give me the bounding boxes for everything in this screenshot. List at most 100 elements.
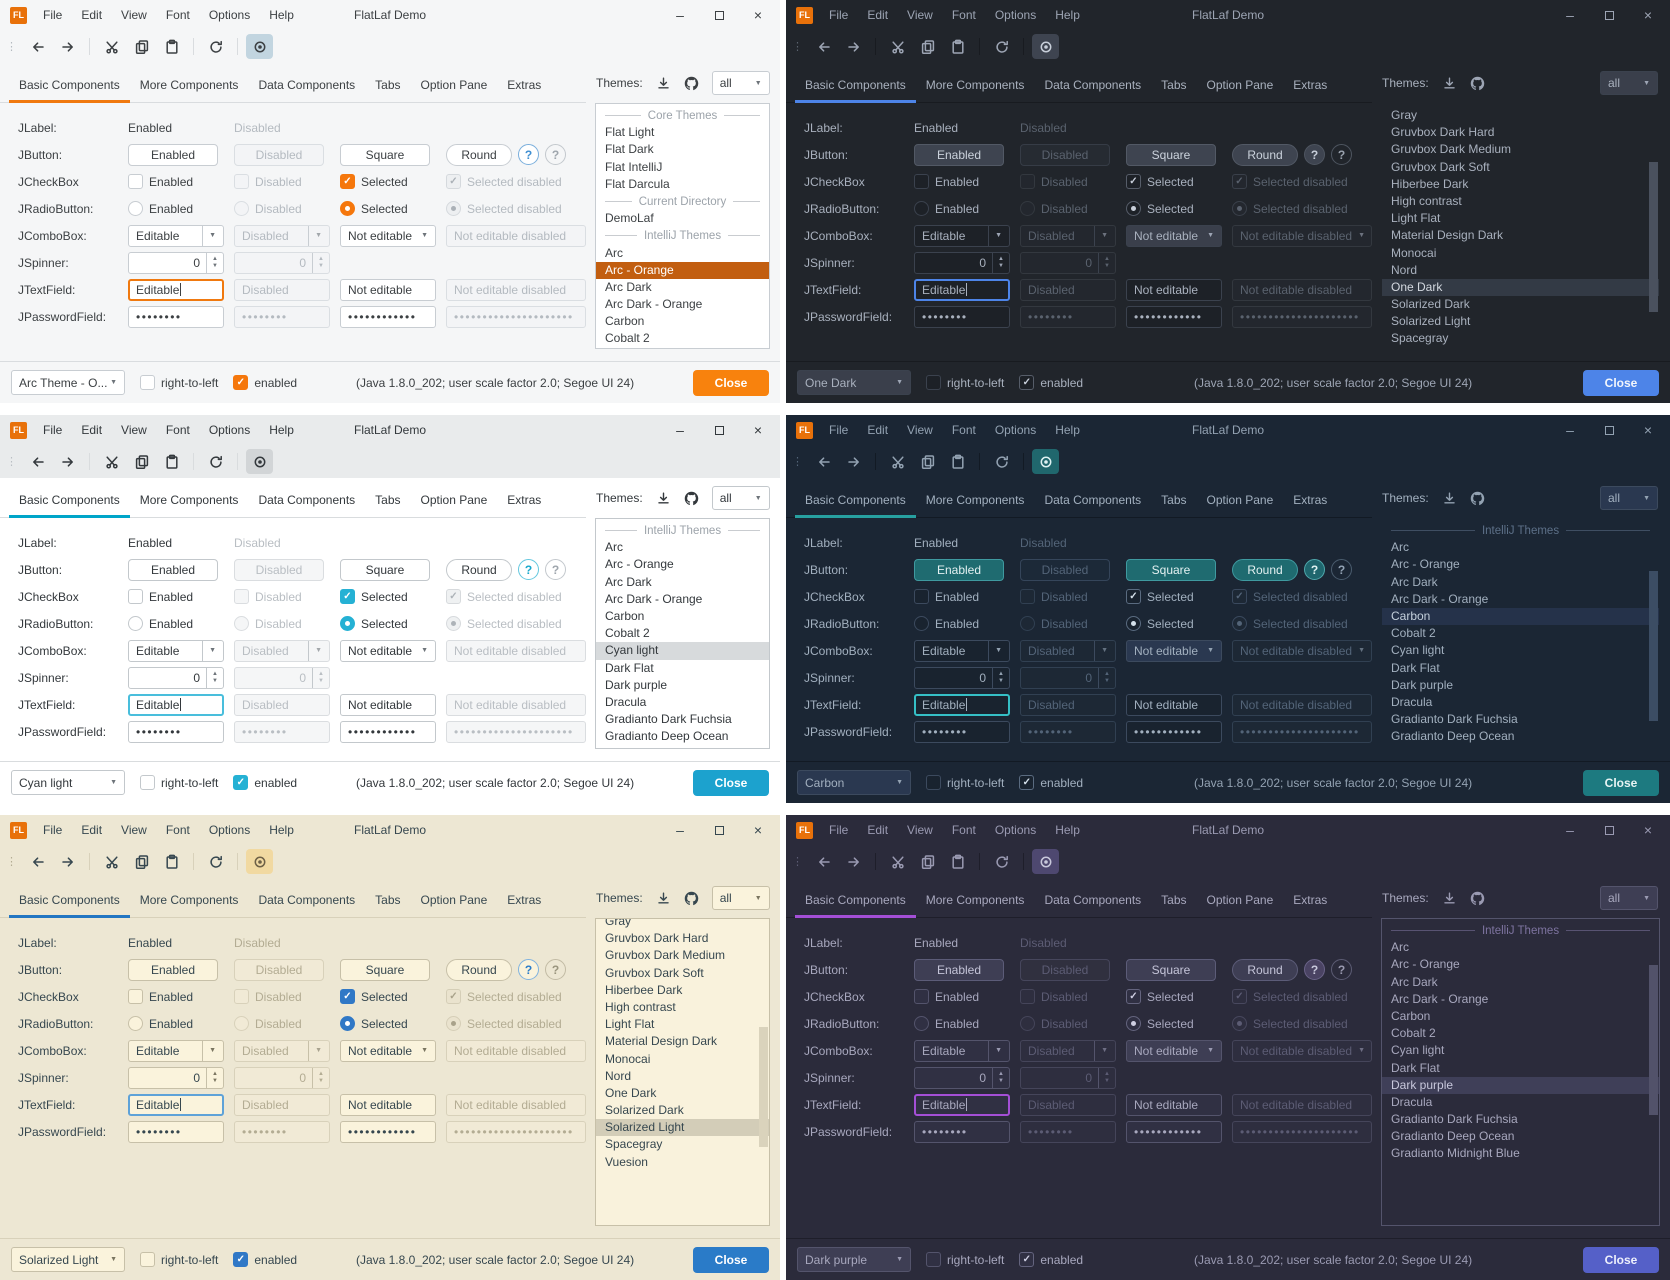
theme-list-item[interactable]: Cobalt 2 — [1391, 626, 1436, 641]
theme-list-item[interactable]: Nord — [605, 1068, 632, 1083]
tab-extras[interactable]: Extras — [507, 893, 542, 907]
refresh-button[interactable] — [202, 34, 229, 59]
checkbox[interactable]: Enabled — [128, 174, 193, 189]
theme-combobox[interactable]: One Dark ▼ — [797, 370, 911, 395]
theme-list-item[interactable]: Dracula — [1391, 1094, 1433, 1109]
enabled-checkbox[interactable]: ✓ enabled — [233, 775, 297, 790]
tab-data-components[interactable]: Data Components — [1044, 78, 1142, 92]
theme-list-item[interactable]: Arc Dark — [605, 279, 652, 294]
menu-item-file[interactable]: File — [829, 423, 849, 437]
enabled-checkbox[interactable]: ✓ enabled — [1019, 775, 1083, 790]
menu-item-help[interactable]: Help — [1055, 423, 1080, 437]
combobox[interactable]: Editable ▼ — [128, 1039, 224, 1062]
radio-button[interactable]: Enabled — [128, 1016, 193, 1031]
theme-list-item[interactable]: Cobalt 2 — [605, 331, 650, 346]
menu-item-edit[interactable]: Edit — [867, 823, 889, 837]
theme-combobox[interactable]: Carbon ▼ — [797, 770, 911, 795]
copy-button[interactable] — [128, 849, 155, 874]
paste-button[interactable] — [944, 449, 971, 474]
theme-filter-combobox[interactable]: all ▼ — [711, 886, 770, 910]
button[interactable]: Enabled — [128, 143, 218, 166]
menu-item-file[interactable]: File — [43, 823, 63, 837]
menu-item-options[interactable]: Options — [208, 8, 251, 22]
text-field[interactable]: Editable — [914, 278, 1010, 301]
show-toggle-button[interactable] — [1032, 34, 1059, 59]
toolbar-grip[interactable]: ⋮ — [6, 455, 17, 468]
download-button[interactable] — [1442, 76, 1457, 91]
back-button[interactable] — [24, 449, 51, 474]
theme-list-item[interactable]: Flat IntelliJ — [605, 159, 663, 174]
help-button[interactable]: ? — [518, 559, 539, 580]
minimize-button[interactable]: – — [1566, 422, 1574, 438]
theme-list-item[interactable]: One Dark — [605, 1085, 657, 1100]
menu-item-view[interactable]: View — [907, 823, 933, 837]
theme-list-item[interactable]: Light Flat — [605, 1017, 655, 1032]
theme-list-item[interactable]: Arc Dark — [1391, 574, 1438, 589]
tab-extras[interactable]: Extras — [1293, 493, 1328, 507]
spinner[interactable]: 0 ▲ ▼ — [914, 1066, 1010, 1089]
back-button[interactable] — [24, 849, 51, 874]
button[interactable]: Enabled — [128, 558, 218, 581]
tab-tabs[interactable]: Tabs — [1161, 493, 1187, 507]
theme-list-item[interactable]: Arc - Orange — [605, 557, 674, 572]
tab-more-components[interactable]: More Components — [139, 893, 239, 907]
github-button[interactable] — [1470, 891, 1485, 906]
theme-list-item[interactable]: Arc - Orange — [1391, 557, 1460, 572]
show-toggle-button[interactable] — [246, 849, 273, 874]
theme-list-item[interactable]: Gradianto Deep Ocean — [605, 729, 729, 744]
toolbar-grip[interactable]: ⋮ — [792, 855, 803, 868]
copy-button[interactable] — [914, 449, 941, 474]
radio-button[interactable]: Selected — [340, 616, 408, 631]
help-button[interactable]: ? — [1304, 144, 1325, 165]
button[interactable]: Enabled — [128, 958, 218, 981]
spinner-arrows-icon[interactable]: ▲ ▼ — [206, 1067, 223, 1088]
password-field[interactable]: •••••••••••• — [1126, 720, 1222, 743]
refresh-button[interactable] — [988, 449, 1015, 474]
theme-list-item[interactable]: Gruvbox Dark Soft — [1391, 159, 1490, 174]
menu-item-edit[interactable]: Edit — [867, 8, 889, 22]
text-field[interactable]: Editable — [914, 1093, 1010, 1116]
checkbox[interactable]: Enabled — [914, 989, 979, 1004]
theme-list-item[interactable]: Gradianto Dark Fuchsia — [1391, 1112, 1518, 1127]
button[interactable]: Enabled — [914, 558, 1004, 581]
show-toggle-button[interactable] — [246, 449, 273, 474]
theme-list-item[interactable]: Gruvbox Dark Medium — [1391, 142, 1512, 157]
tab-tabs[interactable]: Tabs — [375, 78, 401, 92]
theme-combobox[interactable]: Solarized Light ▼ — [11, 1247, 125, 1272]
theme-list-item[interactable]: Gruvbox Dark Hard — [605, 931, 709, 946]
combobox[interactable]: Editable ▼ — [128, 224, 224, 247]
minimize-button[interactable]: – — [676, 7, 684, 23]
spinner[interactable]: 0 ▲ ▼ — [914, 251, 1010, 274]
combobox[interactable]: Editable ▼ — [914, 1039, 1010, 1062]
refresh-button[interactable] — [988, 34, 1015, 59]
checkbox[interactable]: Enabled — [914, 589, 979, 604]
menu-item-file[interactable]: File — [829, 823, 849, 837]
password-field[interactable]: •••••••••••• — [1126, 305, 1222, 328]
menu-item-font[interactable]: Font — [165, 8, 190, 22]
tab-more-components[interactable]: More Components — [139, 78, 239, 92]
theme-list-item[interactable]: Monocai — [1391, 245, 1437, 260]
cut-button[interactable] — [98, 849, 125, 874]
forward-button[interactable] — [840, 34, 867, 59]
theme-list-item[interactable]: Arc - Orange — [1391, 957, 1460, 972]
theme-list-item[interactable]: Solarized Light — [596, 1119, 769, 1137]
button[interactable]: Square — [340, 558, 430, 581]
maximize-button[interactable] — [1603, 424, 1615, 436]
checkbox[interactable]: Enabled — [128, 589, 193, 604]
theme-list-item[interactable]: High contrast — [605, 999, 676, 1014]
theme-list-item[interactable]: Arc — [1391, 940, 1409, 955]
spinner[interactable]: 0 ▲ ▼ — [128, 666, 224, 689]
toolbar-grip[interactable]: ⋮ — [792, 455, 803, 468]
theme-list-item[interactable]: Arc Dark - Orange — [1391, 991, 1489, 1006]
password-field[interactable]: •••••••• — [914, 305, 1010, 328]
spinner-arrows-icon[interactable]: ▲ ▼ — [992, 252, 1009, 273]
tab-extras[interactable]: Extras — [507, 493, 542, 507]
help-button[interactable]: ? — [1304, 559, 1325, 580]
refresh-button[interactable] — [202, 849, 229, 874]
theme-list-item[interactable]: Light Flat — [1391, 211, 1441, 226]
cut-button[interactable] — [884, 449, 911, 474]
refresh-button[interactable] — [202, 449, 229, 474]
help-button[interactable]: ? — [1304, 959, 1325, 980]
rtl-checkbox[interactable]: right-to-left — [140, 375, 218, 390]
close-window-button[interactable]: × — [1643, 422, 1653, 438]
